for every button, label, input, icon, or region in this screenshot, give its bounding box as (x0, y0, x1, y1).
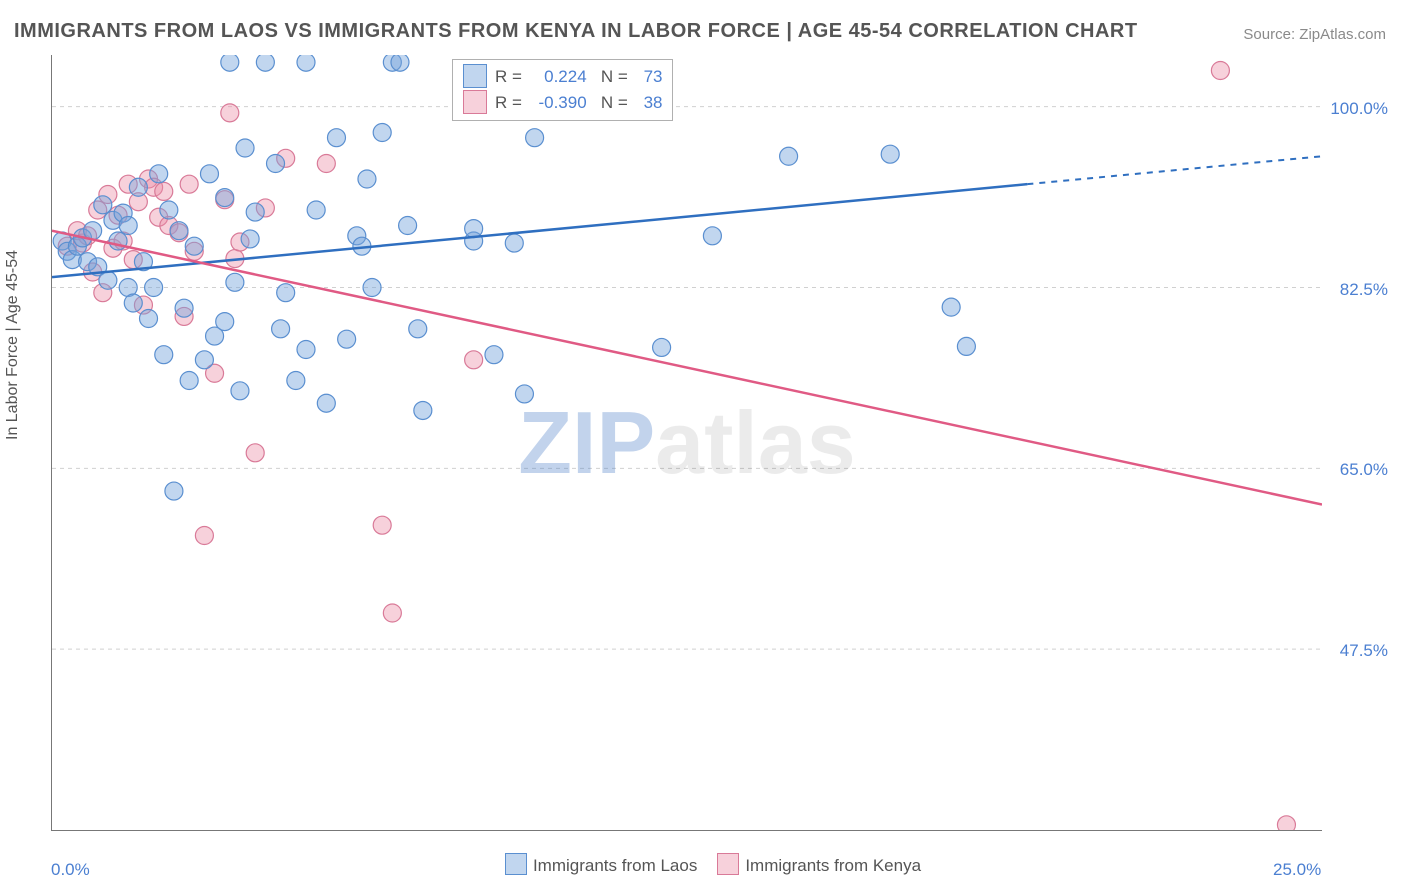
legend-swatch (717, 853, 739, 875)
legend-label: Immigrants from Kenya (745, 856, 921, 875)
source-attribution: Source: ZipAtlas.com (1243, 26, 1386, 43)
source-value: ZipAtlas.com (1299, 26, 1386, 43)
source-label: Source: (1243, 26, 1299, 43)
correlation-legend: R = 0.224 N = 73R = -0.390 N = 38 (452, 59, 673, 121)
legend-row: R = 0.224 N = 73 (463, 64, 662, 90)
y-tick-label: 47.5% (1308, 641, 1388, 661)
series-legend: Immigrants from Laos Immigrants from Keny… (0, 853, 1406, 876)
y-tick-label: 100.0% (1308, 99, 1388, 119)
chart-title: IMMIGRANTS FROM LAOS VS IMMIGRANTS FROM … (14, 20, 1138, 43)
y-axis-label: In Labor Force | Age 45-54 (4, 250, 22, 440)
legend-row: R = -0.390 N = 38 (463, 90, 662, 116)
y-tick-label: 65.0% (1308, 460, 1388, 480)
plot-area: ZIPatlas R = 0.224 N = 73R = -0.390 N = … (51, 55, 1322, 831)
legend-label: Immigrants from Laos (533, 856, 697, 875)
plot-svg (52, 55, 1322, 830)
legend-swatch (505, 853, 527, 875)
y-tick-label: 82.5% (1308, 280, 1388, 300)
chart-container: IMMIGRANTS FROM LAOS VS IMMIGRANTS FROM … (0, 0, 1406, 892)
